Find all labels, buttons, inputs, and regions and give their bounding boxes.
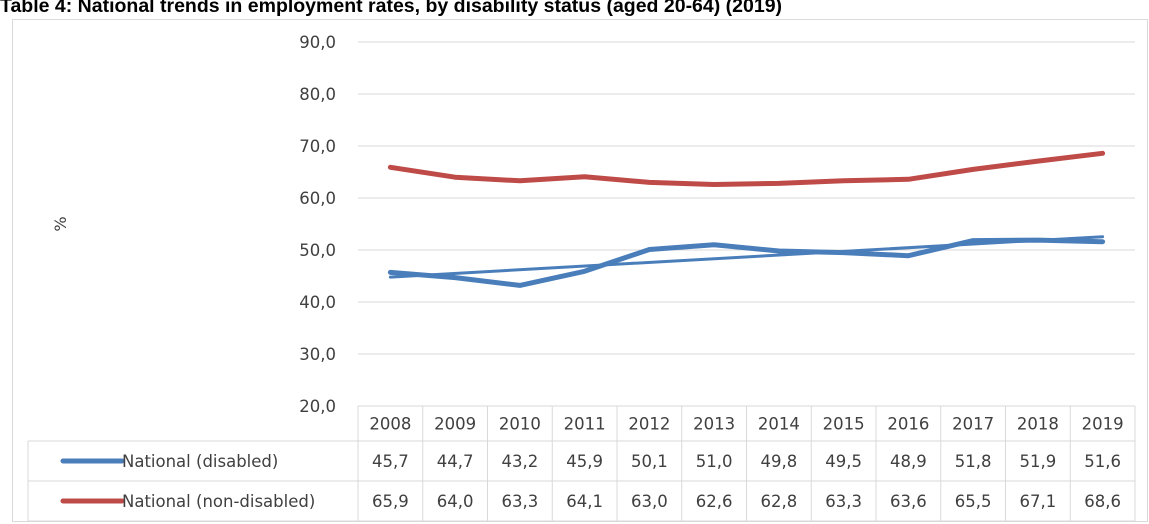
data-point [519,284,521,286]
series-line-1 [387,150,1106,187]
data-point [907,255,909,257]
data-label: 63,0 [631,492,668,511]
x-tick-label: 2015 [823,415,865,434]
x-tick-label: 2013 [693,415,735,434]
x-tick-label: 2014 [758,415,800,434]
data-label: 43,2 [502,452,539,471]
data-label: 50,1 [631,452,668,471]
x-tick-label: 2016 [887,415,929,434]
data-point [519,180,521,182]
series-line-0 [387,237,1106,288]
data-label: 45,9 [566,452,603,471]
data-point [454,277,456,279]
y-tick-label: 80,0 [299,85,336,104]
x-tick-label: 2010 [499,415,541,434]
data-point [584,270,586,272]
data-point [972,168,974,170]
data-label: 44,7 [437,452,474,471]
data-label: 62,6 [696,492,733,511]
y-tick-label: 20,0 [299,397,336,416]
data-label: 49,5 [825,452,862,471]
data-point [907,178,909,180]
data-label: 62,8 [761,492,798,511]
x-tick-label: 2011 [564,415,606,434]
data-point [778,250,780,252]
data-label: 51,6 [1084,452,1121,471]
data-point [1102,152,1104,154]
y-axis: % [51,216,70,231]
y-tick-label: 90,0 [299,33,336,52]
data-label: 63,3 [502,492,539,511]
data-label: 51,0 [696,452,733,471]
chart-title: Table 4: National trends in employment r… [0,0,783,17]
data-point [584,176,586,178]
y-axis-label: % [51,216,70,231]
data-label: 68,6 [1084,492,1121,511]
data-point [713,183,715,185]
series-lines [387,150,1106,288]
data-point [843,252,845,254]
y-tick-label: 70,0 [299,137,336,156]
data-label: 51,9 [1020,452,1057,471]
y-tick-label: 40,0 [299,293,336,312]
data-point [843,180,845,182]
y-tick-label: 60,0 [299,189,336,208]
x-tick-label: 2008 [369,415,411,434]
grid-lines [358,41,1135,355]
data-point [1102,241,1104,243]
data-point [454,176,456,178]
x-tick-label: 2018 [1017,415,1059,434]
y-tick-label: 30,0 [299,345,336,364]
trendline-0 [388,235,1105,279]
data-point [1037,160,1039,162]
data-point [778,182,780,184]
y-tick-label: 50,0 [299,241,336,260]
data-point [648,181,650,183]
data-label: 49,8 [761,452,798,471]
data-label: 65,9 [372,492,409,511]
data-label: 67,1 [1020,492,1057,511]
x-tick-label: 2017 [952,415,994,434]
legend-label: National (non-disabled) [122,492,315,511]
data-label: 45,7 [372,452,409,471]
data-label: 51,8 [955,452,992,471]
x-tick-label: 2019 [1082,415,1124,434]
data-label: 63,3 [825,492,862,511]
data-label: 65,5 [955,492,992,511]
data-point [713,244,715,246]
y-axis-ticks: 20,0 30,0 40,0 50,0 60,0 70,0 80,0 90,0 [299,33,336,416]
data-point [389,166,391,168]
data-point [389,271,391,273]
data-label: 64,1 [566,492,603,511]
legend-label: National (disabled) [122,452,278,471]
x-tick-label: 2012 [628,415,670,434]
data-label: 48,9 [890,452,927,471]
data-point [972,240,974,242]
x-tick-label: 2009 [434,415,476,434]
data-label: 63,6 [890,492,927,511]
data-point [648,248,650,250]
data-point [1037,239,1039,241]
data-table: 2008 2009 2010 2011 2012 2013 2014 2015 2016 2017… [27,405,1136,522]
data-label: 64,0 [437,492,474,511]
